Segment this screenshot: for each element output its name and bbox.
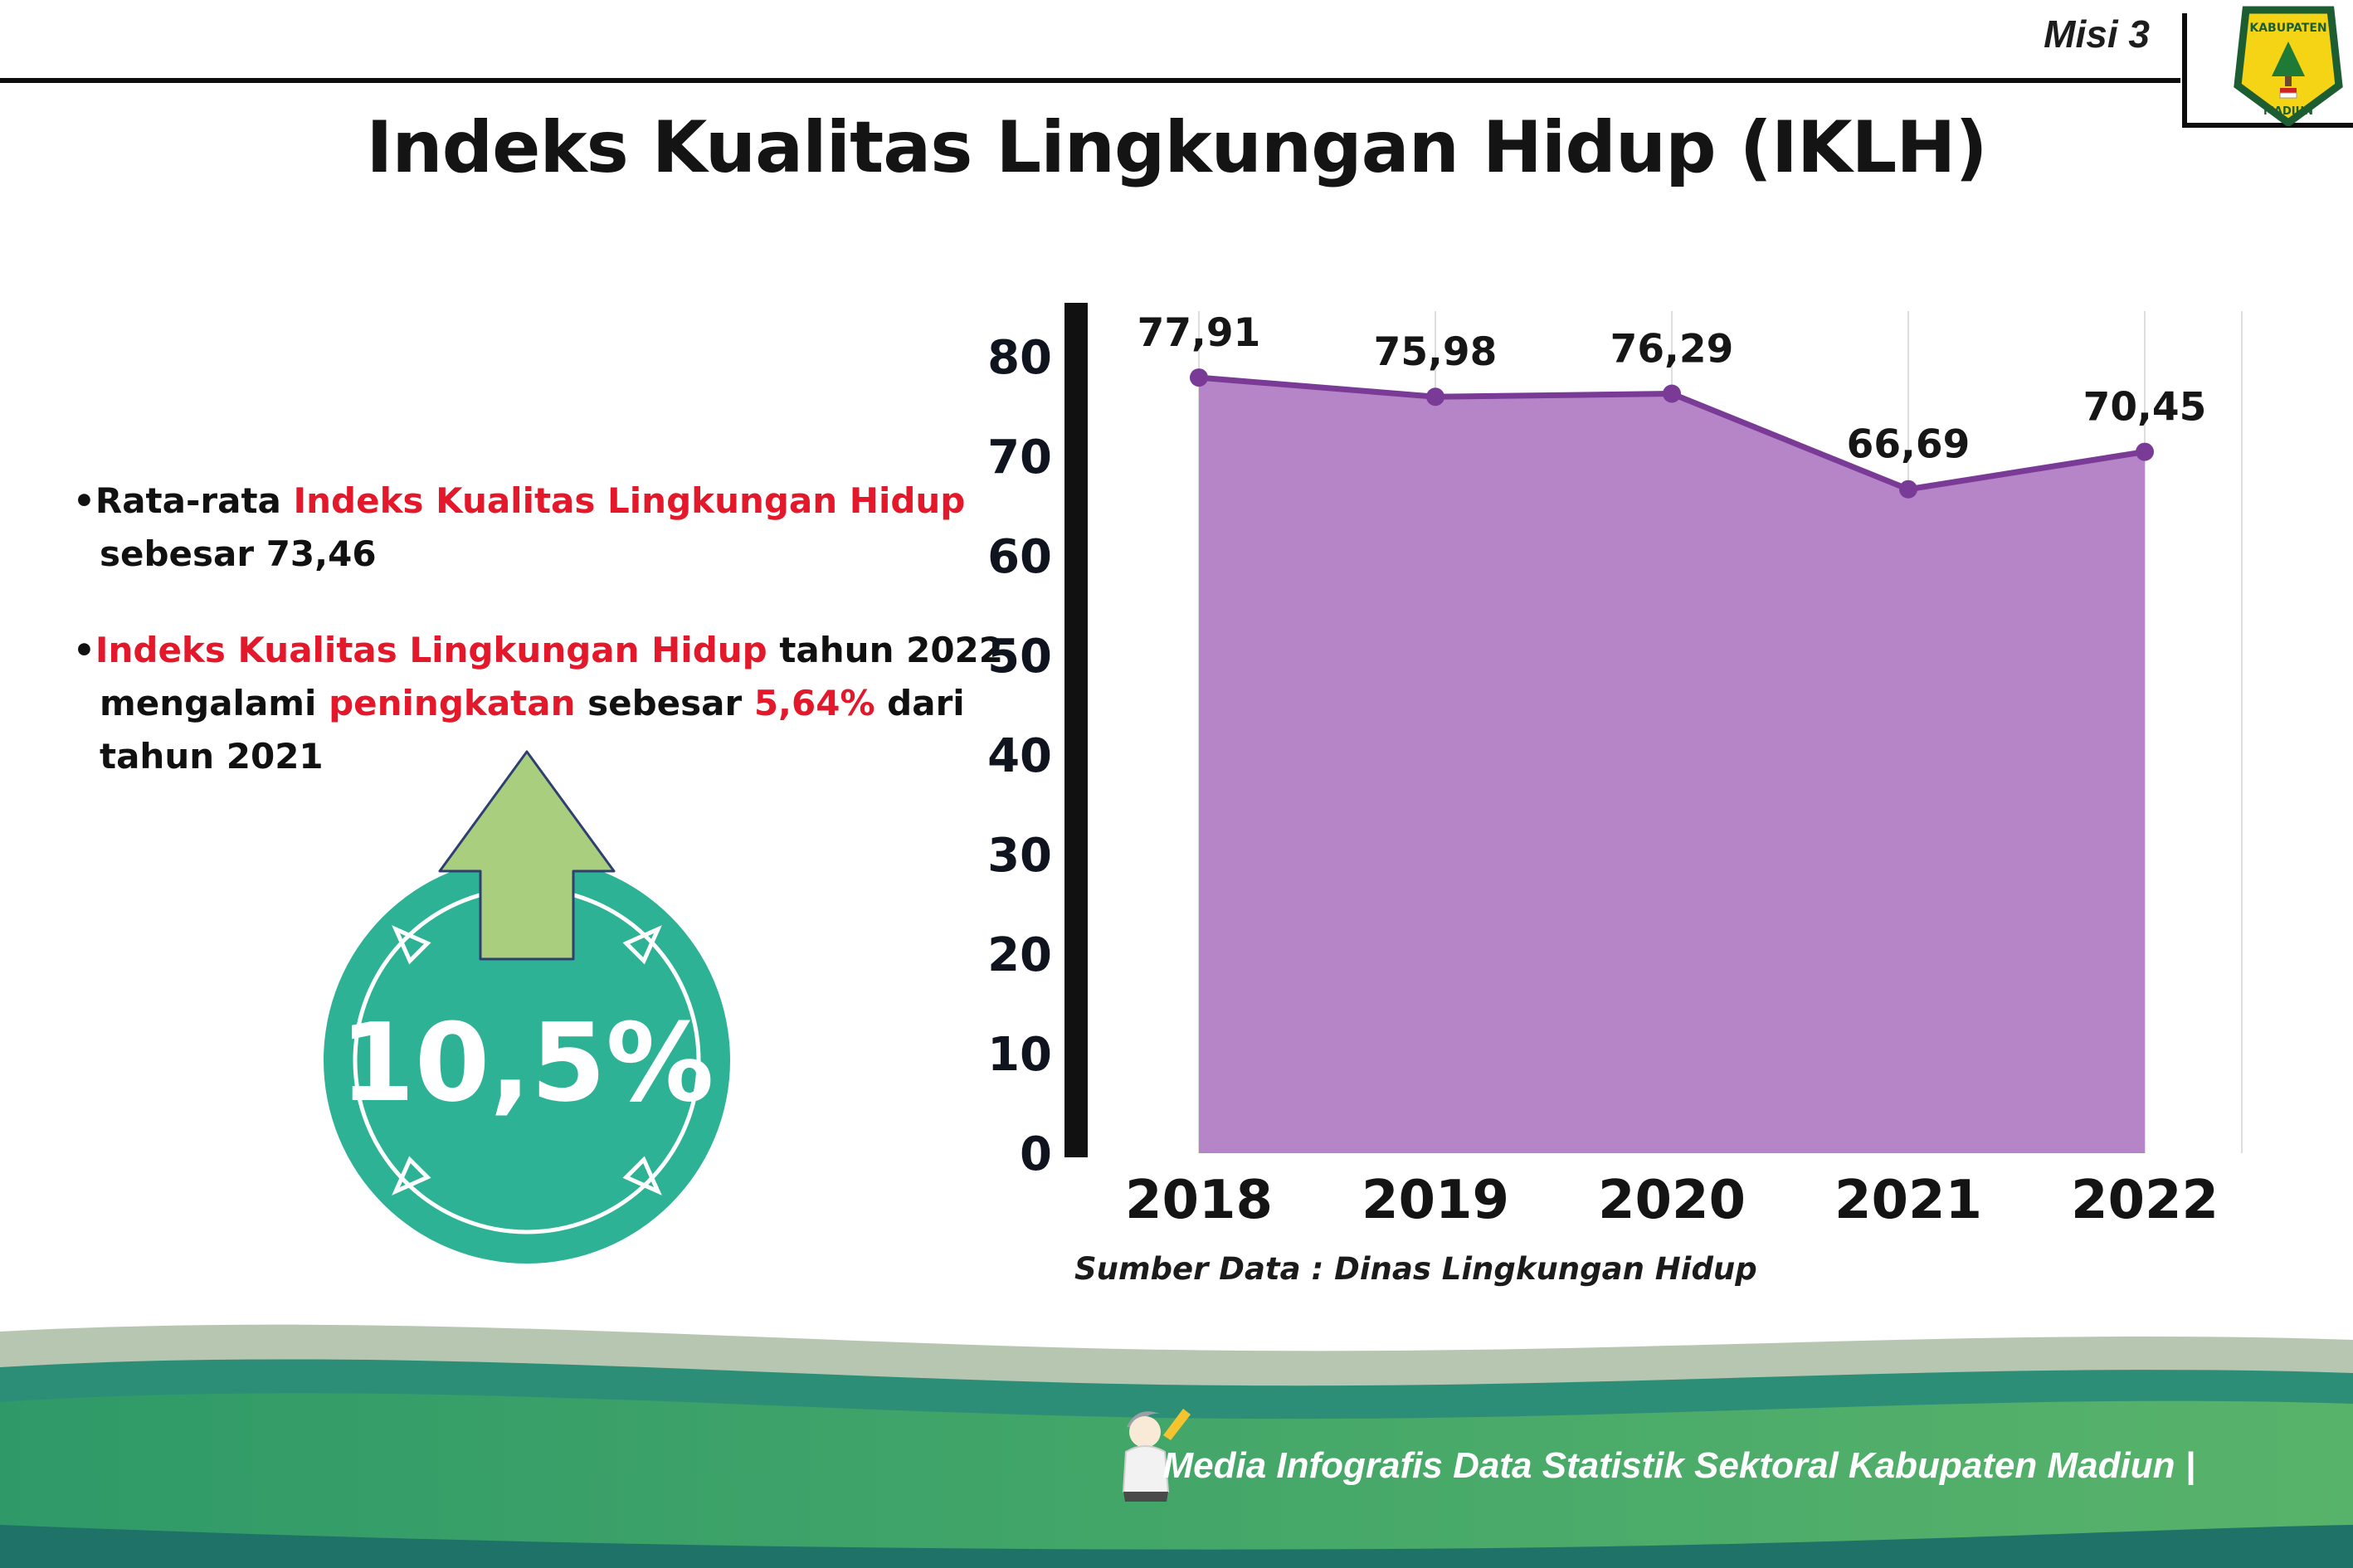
- data-point: [2136, 442, 2154, 461]
- logo-frame-vertical: [2182, 13, 2187, 128]
- bullet-text-highlight: 5,64%: [753, 683, 875, 723]
- bullet-2-line-1: •Indeks Kualitas Lingkungan Hidup tahun …: [73, 624, 1003, 677]
- bullet-text-highlight: Indeks Kualitas Lingkungan Hidup: [293, 480, 966, 521]
- bullet-text: tahun 2022: [767, 630, 1003, 670]
- x-tick-label: 2021: [1834, 1170, 1982, 1231]
- y-tick-label: 10: [987, 1028, 1052, 1082]
- footer-waves: [0, 1303, 2353, 1568]
- bullet-text: mengalami: [100, 683, 329, 723]
- page-title: Indeks Kualitas Lingkungan Hidup (IKLH): [366, 106, 1987, 189]
- svg-text:MADIUN: MADIUN: [2263, 105, 2313, 118]
- value-label: 75,98: [1374, 329, 1498, 375]
- source-note: Sumber Data : Dinas Lingkungan Hidup: [1074, 1251, 1757, 1287]
- bullet-1-line-2: sebesar 73,46: [73, 528, 1002, 581]
- bullet-text: sebesar 73,46: [100, 533, 377, 574]
- x-tick-label: 2022: [2071, 1170, 2219, 1231]
- misi-label: Misi 3: [2044, 12, 2150, 56]
- x-tick-label: 2020: [1598, 1170, 1746, 1231]
- increase-badge: 10,5%: [319, 745, 734, 1276]
- badge-tick-triangles: [392, 925, 662, 1195]
- svg-text:KABUPATEN: KABUPATEN: [2249, 22, 2326, 35]
- wave-dark-bottom: [0, 1525, 2353, 1568]
- mascot-icon: [1113, 1400, 1192, 1507]
- data-point: [1663, 384, 1681, 403]
- value-label: 66,69: [1847, 422, 1971, 468]
- data-point: [1899, 480, 1917, 499]
- y-tick-label: 0: [1020, 1127, 1052, 1181]
- bullet-text-highlight: peningkatan: [329, 683, 576, 723]
- bullet-text-highlight: Indeks Kualitas Lingkungan Hidup: [95, 630, 767, 670]
- logo-shield-icon: KABUPATEN MADIUN: [2234, 6, 2343, 128]
- y-tick-label: 20: [987, 928, 1052, 982]
- area-fill: [1199, 377, 2145, 1153]
- up-arrow-icon: [438, 750, 616, 961]
- badge-circle: [324, 857, 730, 1264]
- bullet-marker: •: [73, 630, 95, 670]
- value-label: 77,91: [1138, 310, 1261, 356]
- y-axis-bar: [1064, 303, 1088, 1157]
- x-tick-label: 2019: [1362, 1170, 1509, 1231]
- bullet-2-line-2: mengalami peningkatan sebesar 5,64% dari: [73, 677, 1002, 730]
- bullet-2-line-3: tahun 2021: [73, 730, 1002, 783]
- badge-value: 10,5%: [339, 1000, 714, 1126]
- bullet-1-line-1: •Rata-rata Indeks Kualitas Lingkungan Hi…: [73, 475, 1002, 528]
- bullet-text: sebesar: [575, 683, 754, 723]
- y-tick-label: 70: [987, 431, 1052, 485]
- iklh-area-chart: 77,91 75,98 76,29 66,69 70,45 2018 2019 2020 202…: [954, 290, 2248, 1319]
- bullet-text: tahun 2021: [100, 736, 324, 777]
- wave-green: [0, 1393, 2353, 1568]
- y-tick-label: 60: [987, 530, 1052, 584]
- y-tick-label: 80: [987, 331, 1052, 385]
- kabupaten-madiun-logo: KABUPATEN MADIUN: [2234, 5, 2343, 129]
- logo-frame-horizontal: [2182, 123, 2353, 128]
- y-tick-label: 30: [987, 829, 1052, 883]
- y-tick-label: 50: [987, 630, 1052, 684]
- bullet-text: dari: [874, 683, 965, 723]
- header-rule: [0, 78, 2180, 83]
- bullet-marker: •: [73, 480, 95, 521]
- data-point: [1426, 387, 1444, 407]
- value-label: 70,45: [2083, 385, 2207, 431]
- footer-caption: Media Infografis Data Statistik Sektoral…: [1162, 1445, 2195, 1486]
- value-label: 76,29: [1610, 327, 1734, 373]
- x-tick-label: 2018: [1125, 1170, 1273, 1231]
- y-tick-label: 40: [987, 729, 1052, 783]
- bullet-text: Rata-rata: [95, 480, 294, 521]
- summary-bullets: •Rata-rata Indeks Kualitas Lingkungan Hi…: [73, 475, 1003, 783]
- data-point: [1190, 368, 1208, 387]
